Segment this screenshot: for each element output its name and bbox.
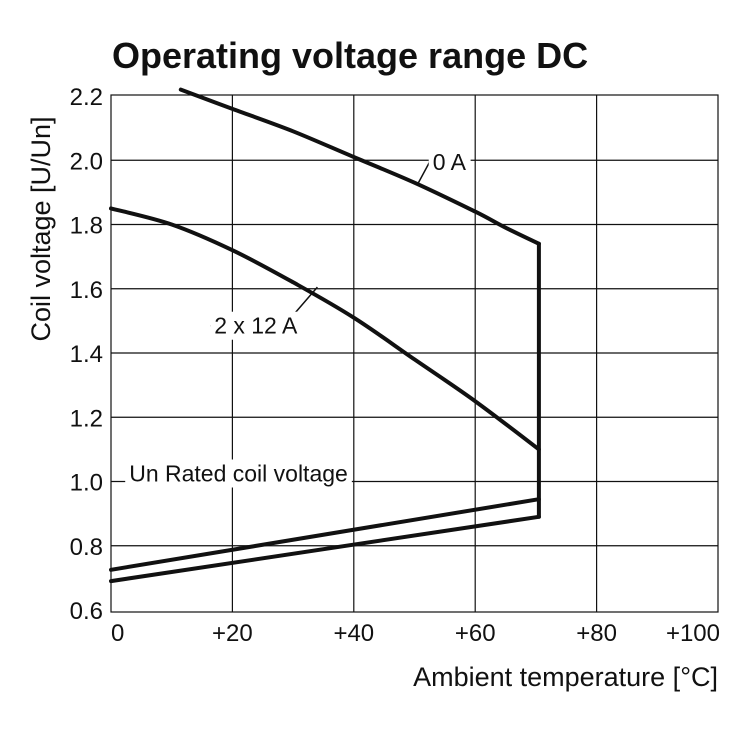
x-axis-label: Ambient temperature [°C] bbox=[413, 662, 718, 692]
y-tick-label: 1.8 bbox=[70, 213, 103, 240]
x-tick-label: +80 bbox=[576, 620, 617, 647]
y-tick-label: 1.2 bbox=[70, 405, 103, 432]
y-tick-label: 0.6 bbox=[70, 598, 103, 625]
annotation-label: 2 x 12 A bbox=[214, 313, 298, 339]
grid bbox=[110, 94, 719, 613]
x-tick-labels: 0 +20 +40 +60 +80 +100 bbox=[111, 620, 720, 647]
x-tick-label: 0 bbox=[111, 620, 124, 647]
series-line-3 bbox=[109, 514, 541, 584]
annotation-background bbox=[125, 459, 352, 488]
y-tick-label: 0.8 bbox=[70, 534, 103, 561]
y-tick-label: 2.2 bbox=[70, 84, 103, 111]
annotation-leader bbox=[416, 161, 431, 185]
x-tick-label: +40 bbox=[333, 620, 374, 647]
y-axis-label: Coil voltage [U/Un] bbox=[26, 116, 56, 341]
annotations: 0 A 2 x 12 A Un Rated coil voltage bbox=[125, 147, 471, 488]
y-tick-label: 1.4 bbox=[70, 341, 103, 368]
annotation-label: 0 A bbox=[433, 149, 467, 175]
y-tick-label: 1.6 bbox=[70, 277, 103, 304]
x-tick-label: +20 bbox=[212, 620, 253, 647]
y-tick-labels: 0.6 0.8 1.0 1.2 1.4 1.6 1.8 2.0 2.2 bbox=[70, 84, 103, 625]
series-line-2 bbox=[109, 497, 541, 572]
annotation-label: Un Rated coil voltage bbox=[129, 461, 348, 487]
chart-title: Operating voltage range DC bbox=[112, 35, 588, 76]
y-tick-label: 2.0 bbox=[70, 148, 103, 175]
y-tick-label: 1.0 bbox=[70, 470, 103, 497]
annotation-background bbox=[210, 311, 302, 340]
series-lines bbox=[109, 87, 541, 584]
series-line-0 bbox=[178, 87, 541, 246]
x-tick-label: +60 bbox=[455, 620, 496, 647]
annotation-background bbox=[428, 147, 471, 176]
x-tick-label: +100 bbox=[666, 620, 720, 647]
series-line-1 bbox=[109, 206, 541, 452]
